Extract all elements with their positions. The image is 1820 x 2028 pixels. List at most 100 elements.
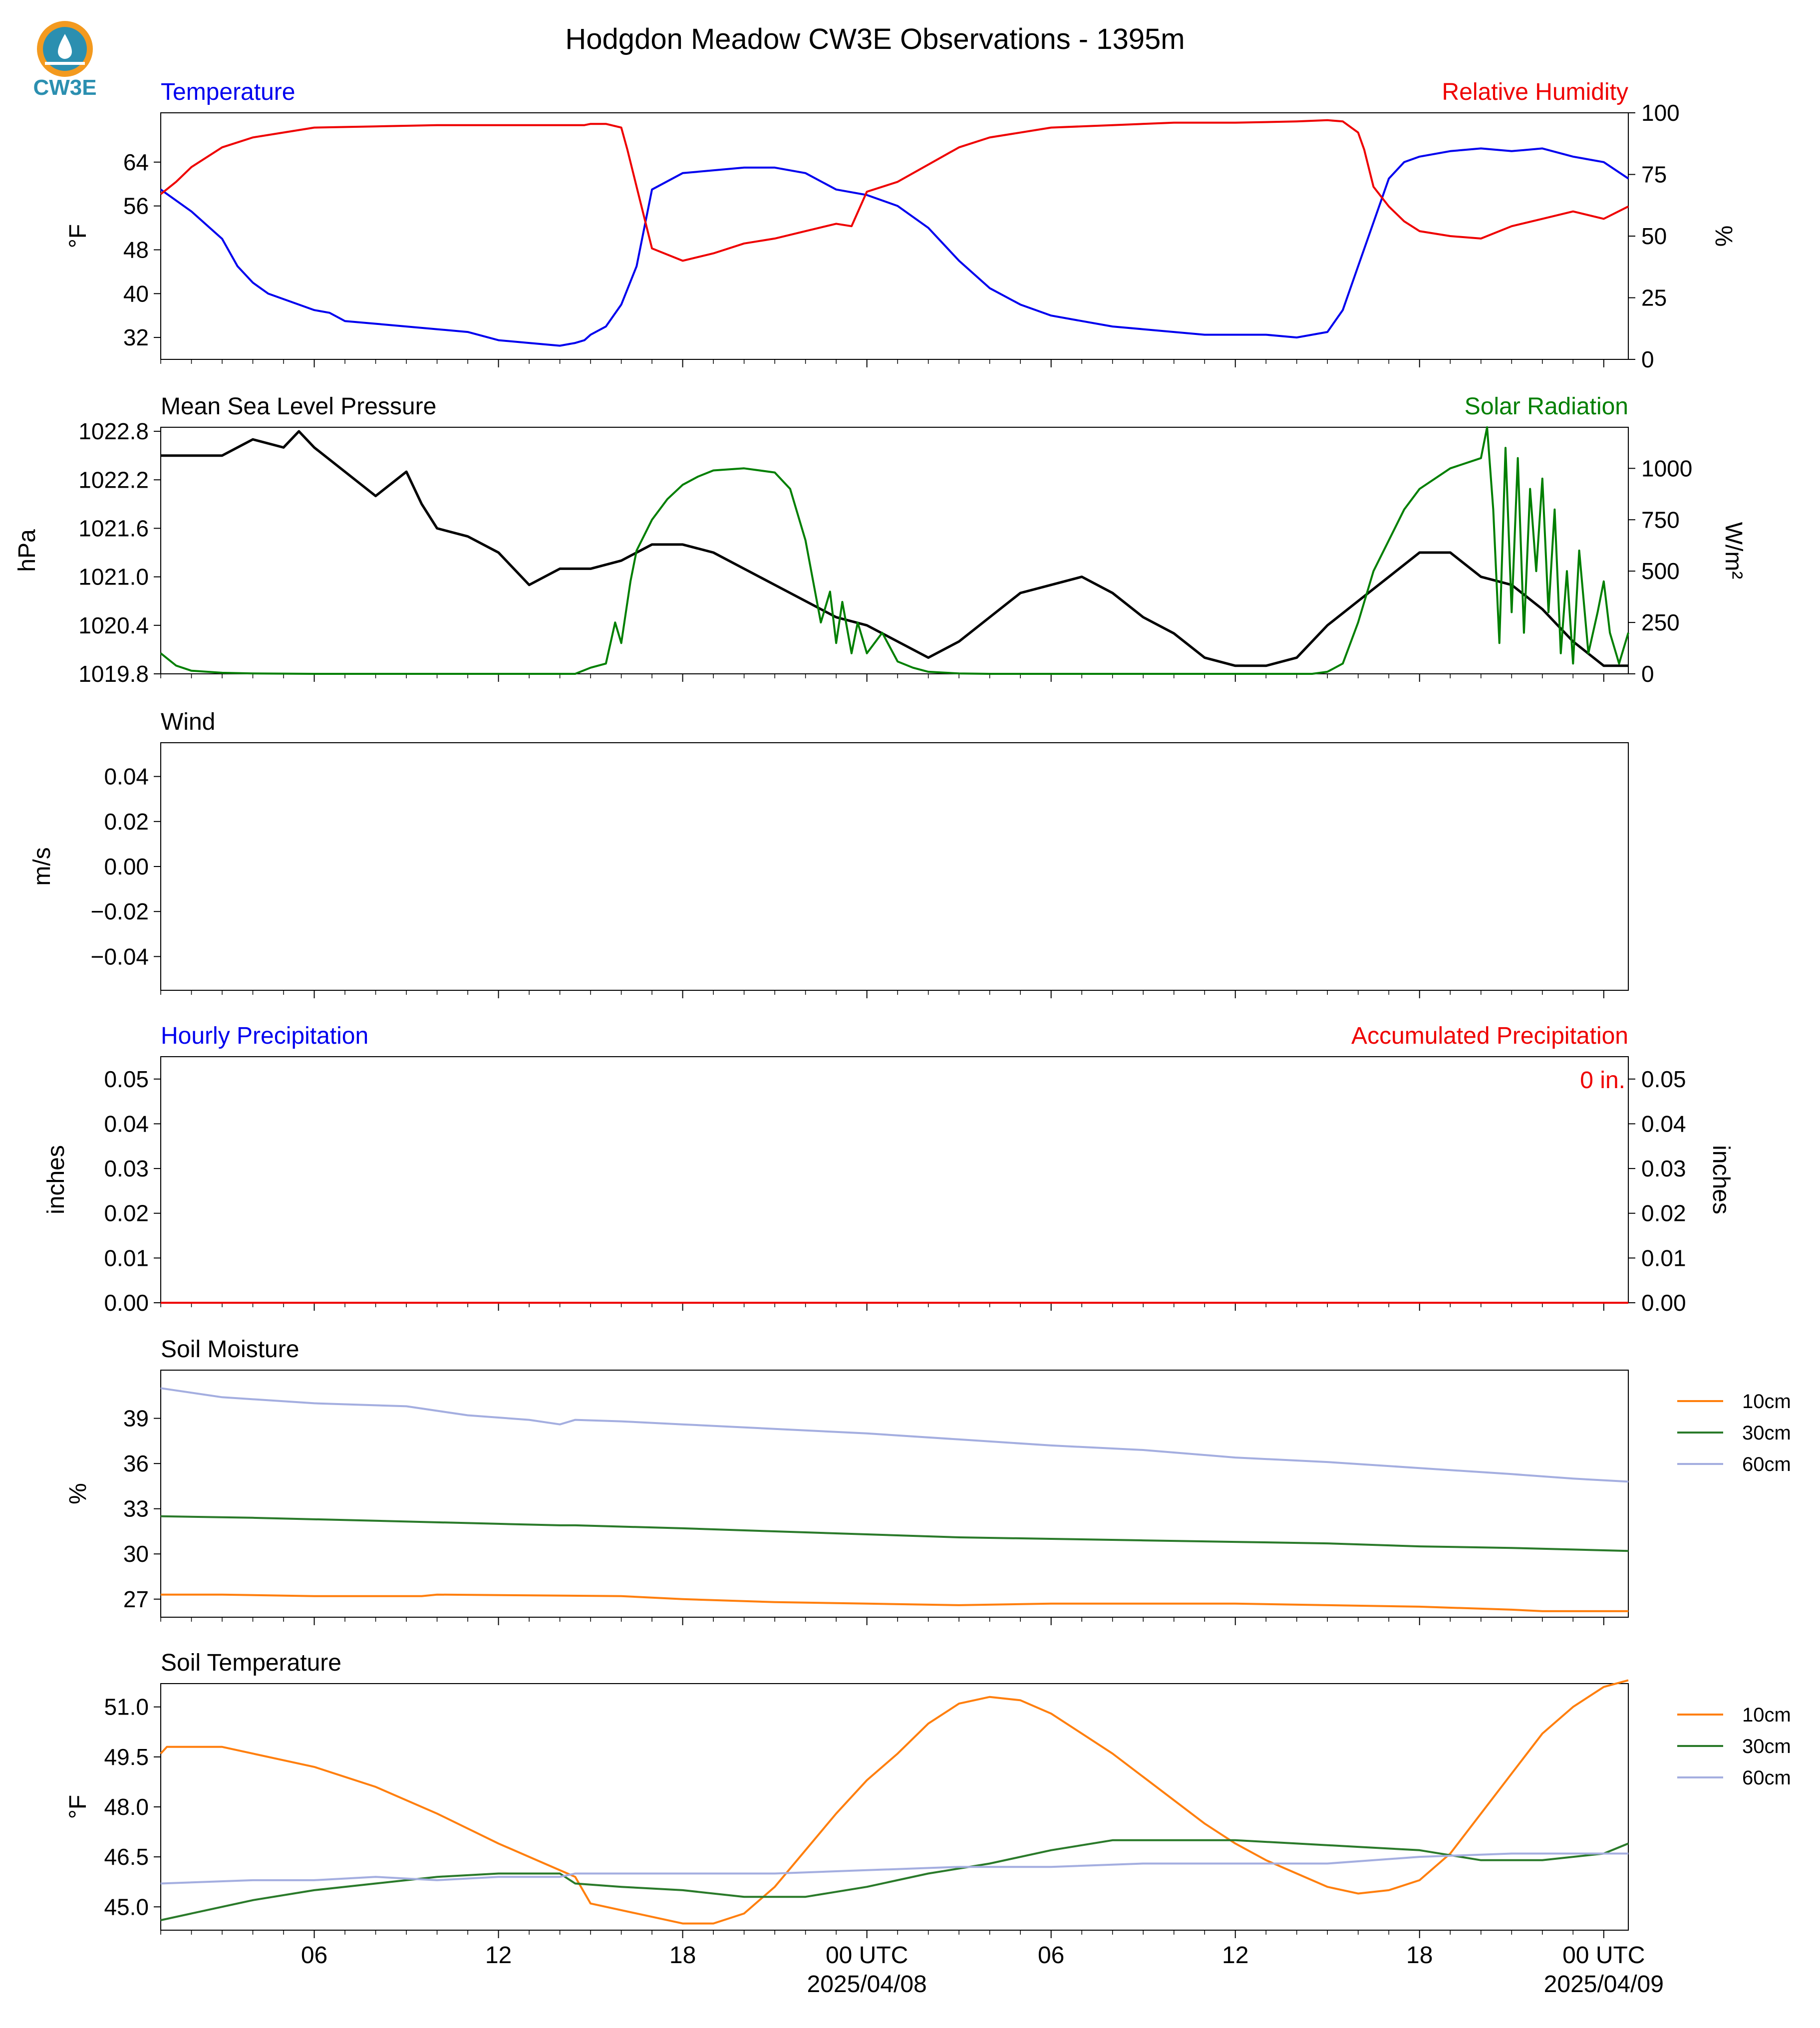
legend: 10cm 30cm 60cm [1677, 1391, 1791, 1475]
y-tick-label: 51.0 [104, 1694, 149, 1720]
y-tick-label: 0.04 [104, 764, 149, 790]
x-tick-label: 12 [1222, 1942, 1248, 1969]
y-tick-label: 49.5 [104, 1744, 149, 1770]
x-tick-label: 2025/04/08 [807, 1971, 927, 1998]
y2-tick-label: 500 [1641, 558, 1680, 584]
y-tick-label: 1019.8 [78, 661, 149, 687]
y-tick-label: 45.0 [104, 1894, 149, 1920]
y-tick-label: 27 [123, 1586, 149, 1612]
y-tick-label: 1021.6 [78, 515, 149, 541]
legend-label: 60cm [1742, 1767, 1791, 1789]
panel-title-left: Temperature [161, 79, 295, 105]
y2-tick-label: 0.01 [1641, 1245, 1686, 1271]
chart-panel-4: Hourly Precipitation Accumulated Precipit… [43, 1023, 1734, 1316]
series-line-60cm [160, 1387, 1629, 1483]
legend-label: 30cm [1742, 1422, 1791, 1444]
y2-axis-label: inches [1708, 1145, 1734, 1214]
plot-frame [160, 427, 1629, 674]
x-tick-label: 18 [1406, 1942, 1433, 1969]
panel-title-right: Accumulated Precipitation [1351, 1023, 1628, 1049]
y2-axis-label: W/m² [1720, 522, 1747, 579]
y-tick-label: 40 [123, 281, 149, 306]
y-tick-label: 32 [123, 324, 149, 350]
y-tick-label: 39 [123, 1406, 149, 1432]
y2-tick-label: 0.05 [1641, 1066, 1686, 1092]
plot-frame [160, 1683, 1629, 1931]
y-tick-label: 48 [123, 237, 149, 263]
series-line-solar-radiation [160, 426, 1629, 675]
y-tick-label: 33 [123, 1496, 149, 1522]
x-tick-label: 00 UTC [826, 1942, 908, 1969]
y2-axis-label: % [1710, 226, 1737, 247]
y-tick-label: 0.01 [104, 1245, 149, 1271]
y-axis-label: °F [65, 1795, 91, 1819]
series-line-relative-humidity [160, 119, 1629, 262]
y-tick-label: 0.02 [104, 1200, 149, 1226]
y-tick-label: −0.04 [91, 943, 149, 969]
y-tick-label: 36 [123, 1450, 149, 1476]
figure-title: Hodgdon Meadow CW3E Observations - 1395m [565, 23, 1185, 55]
y2-tick-label: 250 [1641, 609, 1680, 635]
panel-title-left: Hourly Precipitation [161, 1023, 368, 1049]
series-line-mean-sea-level-pressure [161, 430, 1628, 667]
panel-title-left: Soil Moisture [161, 1336, 299, 1363]
legend-label: 10cm [1742, 1391, 1791, 1413]
x-tick-label: 06 [301, 1942, 327, 1969]
series-line-temperature [160, 147, 1629, 347]
y-axis-label: % [65, 1483, 91, 1504]
y-tick-label: 0.05 [104, 1066, 149, 1092]
cw3e-logo: CW3E [30, 19, 100, 104]
legend-label: 10cm [1742, 1704, 1791, 1726]
legend-label: 30cm [1742, 1736, 1791, 1757]
panel-title-right: Solar Radiation [1465, 393, 1628, 420]
y-axis-label: hPa [14, 529, 40, 572]
y-tick-label: 1021.0 [78, 564, 149, 590]
x-tick-label: 12 [485, 1942, 512, 1969]
y2-tick-label: 0 [1641, 346, 1654, 372]
y-axis-label: °F [65, 224, 91, 249]
chart-panel-3: Wind −0.04 −0.02 0.00 0.02 0.04 m/s [29, 709, 1629, 998]
x-tick-label: 18 [669, 1942, 696, 1969]
x-tick-label: 06 [1038, 1942, 1064, 1969]
y-tick-label: 46.5 [104, 1844, 149, 1870]
chart-panel-2: Mean Sea Level Pressure Solar Radiation 10… [14, 393, 1747, 687]
y-tick-label: −0.02 [91, 898, 149, 924]
y2-tick-label: 0 [1641, 661, 1654, 687]
y2-tick-label: 0.03 [1641, 1156, 1686, 1181]
y-tick-label: 0.02 [104, 809, 149, 835]
x-tick-label: 2025/04/09 [1544, 1971, 1664, 1998]
plot-frame [160, 742, 1629, 991]
plot-frame [160, 1056, 1629, 1303]
y-axis-label: inches [43, 1145, 69, 1214]
series-line-30cm [160, 1839, 1629, 1921]
logo-text: CW3E [33, 75, 96, 100]
y-tick-label: 48.0 [104, 1794, 149, 1820]
series-line-30cm [160, 1515, 1629, 1552]
y-tick-label: 64 [123, 149, 149, 175]
panel-title-right: Relative Humidity [1442, 79, 1628, 105]
x-tick-label: 00 UTC [1562, 1942, 1645, 1969]
plot-frame [160, 1370, 1629, 1618]
series-line-60cm [160, 1852, 1628, 1885]
y2-tick-label: 750 [1641, 507, 1680, 533]
y2-tick-label: 0.02 [1641, 1200, 1686, 1226]
series-line-10cm [161, 1593, 1628, 1612]
y-axis-label: m/s [29, 847, 55, 885]
series-line-10cm [160, 1679, 1629, 1925]
panel-title-left: Soil Temperature [161, 1650, 341, 1676]
legend: 10cm 30cm 60cm [1677, 1704, 1791, 1789]
chart-panel-6: Soil Temperature 45.0 46.5 48.0 49.5 51.0 °F 10… [65, 1650, 1791, 1938]
y2-tick-label: 0.04 [1641, 1111, 1686, 1137]
y-tick-label: 1022.2 [78, 467, 149, 493]
y-tick-label: 0.00 [104, 854, 149, 879]
legend-label: 60cm [1742, 1453, 1791, 1475]
y-tick-label: 0.03 [104, 1156, 149, 1181]
logo-drop-icon [58, 34, 72, 59]
y2-tick-label: 100 [1641, 100, 1680, 126]
y2-tick-label: 25 [1641, 285, 1667, 311]
accumulated-precip-annotation: 0 in. [1580, 1067, 1625, 1094]
y-tick-label: 1020.4 [78, 612, 149, 638]
y-tick-label: 56 [123, 193, 149, 219]
y2-tick-label: 1000 [1641, 455, 1692, 481]
y-tick-label: 0.00 [104, 1290, 149, 1316]
